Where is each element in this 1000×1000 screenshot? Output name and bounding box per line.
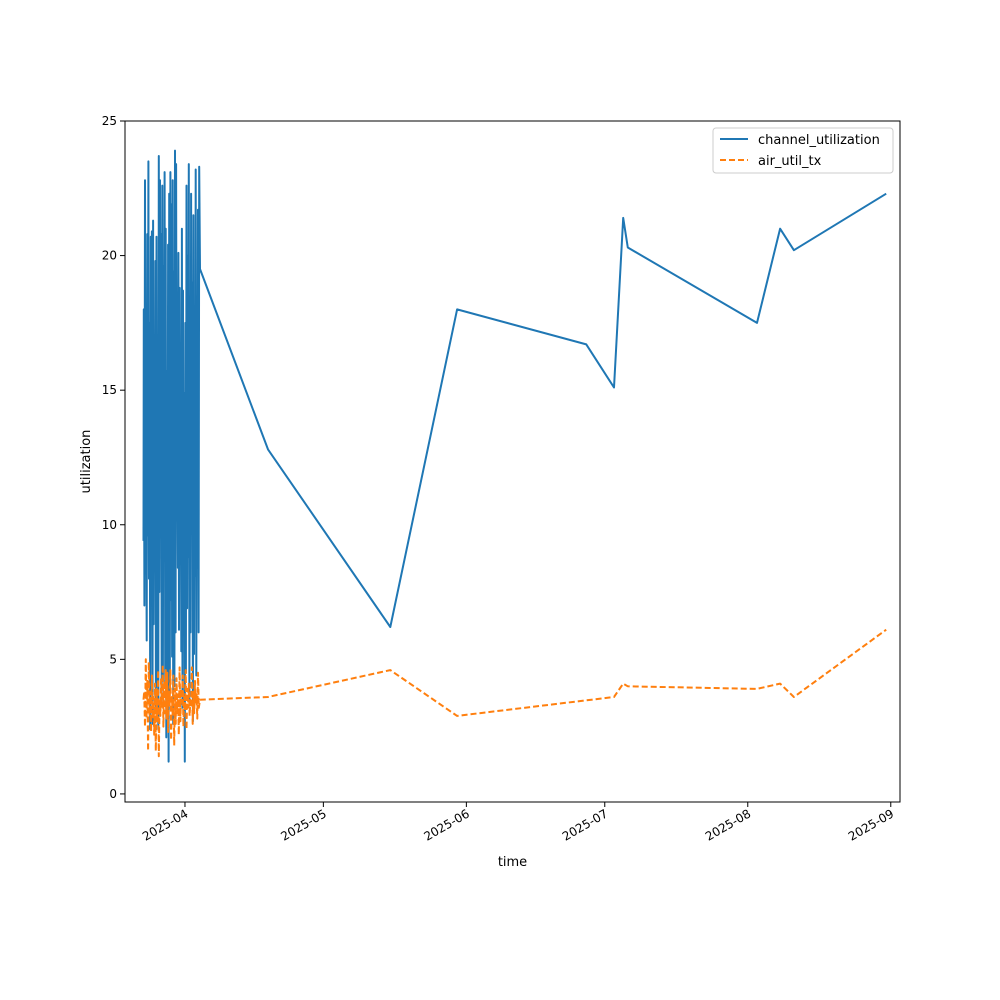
y-axis: 0 5 10 15 20 25 — [102, 114, 125, 801]
y-tick-label: 15 — [102, 383, 117, 397]
plot-frame — [124, 120, 901, 803]
y-tick-label: 10 — [102, 518, 117, 532]
x-axis-title: time — [498, 855, 527, 870]
y-tick-label: 5 — [109, 652, 117, 666]
y-tick-label: 20 — [102, 249, 117, 263]
plot-lines — [142, 149, 887, 763]
legend-label-channel-utilization: channel_utilization — [758, 133, 880, 148]
y-tick-label: 0 — [109, 787, 117, 801]
y-axis-title: utilization — [79, 430, 94, 494]
legend: channel_utilization air_util_tx — [712, 127, 894, 174]
series-line-air-util-tx — [142, 628, 887, 758]
legend-box — [712, 127, 894, 174]
legend-label-air-util-tx: air_util_tx — [758, 154, 822, 169]
series-line-channel-utilization — [142, 149, 887, 763]
y-tick-label: 25 — [102, 114, 117, 128]
